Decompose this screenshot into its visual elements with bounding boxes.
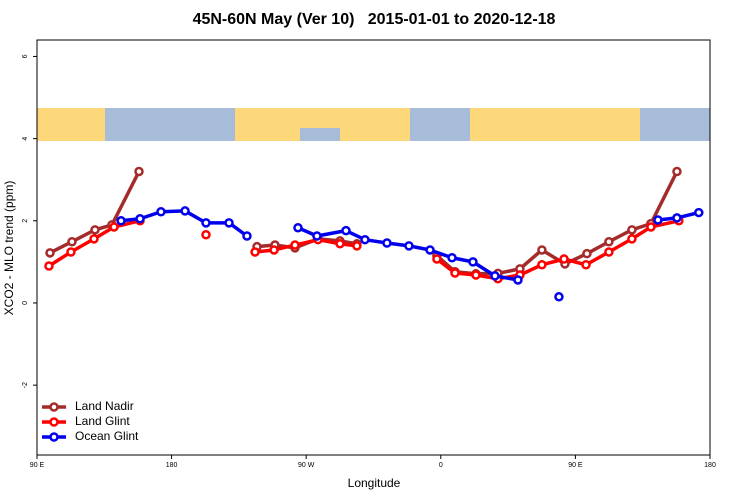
legend-label: Land Glint: [75, 414, 130, 428]
y-tick-label: 0: [22, 301, 29, 305]
x-tick-label: 90 E: [30, 462, 45, 469]
x-tick-label: 180: [166, 462, 178, 469]
point: [224, 218, 234, 228]
point: [582, 248, 592, 259]
point: [581, 260, 591, 270]
point: [67, 236, 77, 247]
point: [89, 234, 99, 244]
y-tick-label: 2: [22, 219, 29, 223]
x-tick-label: 90 E: [568, 462, 583, 469]
x-tick-label: 90 W: [298, 462, 315, 469]
map-band: [37, 108, 710, 141]
point: [45, 248, 55, 258]
point: [352, 241, 362, 251]
point: [250, 247, 260, 257]
point: [425, 245, 435, 255]
point: [66, 247, 76, 257]
point: [468, 257, 478, 267]
point: [242, 231, 252, 241]
point: [180, 206, 190, 216]
point: [537, 260, 547, 270]
point: [432, 254, 442, 264]
point: [382, 238, 392, 248]
point: [269, 245, 279, 255]
y-tick-label: -2: [22, 382, 29, 388]
point: [134, 166, 144, 177]
point: [694, 207, 704, 218]
y-axis-label: XCO2 - MLO trend (ppm): [2, 181, 16, 316]
point: [404, 241, 414, 251]
legend-marker: [49, 432, 59, 442]
point: [627, 225, 637, 235]
chart-title: 45N-60N May (Ver 10) 2015-01-01 to 2020-…: [193, 11, 556, 28]
x-tick-label: 180: [704, 462, 716, 469]
x-axis-label: Longitude: [348, 476, 401, 490]
point: [290, 240, 300, 250]
legend-marker: [49, 402, 59, 412]
point: [109, 222, 119, 232]
y-tick-label: 6: [22, 54, 29, 58]
point: [293, 223, 303, 233]
point: [90, 225, 100, 235]
point: [653, 215, 663, 225]
point: [360, 234, 370, 245]
point: [447, 253, 457, 263]
point: [156, 207, 166, 217]
point: [201, 218, 211, 228]
point: [135, 213, 145, 224]
point: [672, 166, 682, 177]
x-tick-label: 0: [439, 462, 443, 469]
point: [604, 247, 614, 257]
y-tick-label: 4: [22, 137, 29, 141]
legend-label: Land Nadir: [75, 399, 134, 413]
legend-marker: [49, 417, 59, 427]
point: [450, 268, 460, 278]
point: [604, 236, 614, 247]
point: [490, 271, 500, 281]
point: [471, 270, 481, 280]
point: [341, 225, 351, 236]
point: [559, 254, 569, 264]
point: [44, 261, 54, 271]
point: [201, 230, 211, 240]
point: [672, 213, 682, 223]
point: [537, 245, 547, 255]
point: [335, 239, 345, 249]
point: [646, 222, 656, 232]
point: [513, 275, 523, 285]
point: [312, 231, 322, 241]
legend-label: Ocean Glint: [75, 429, 139, 443]
point: [554, 292, 564, 302]
point: [627, 234, 637, 244]
point: [116, 216, 126, 226]
plot-frame: [36, 39, 711, 456]
